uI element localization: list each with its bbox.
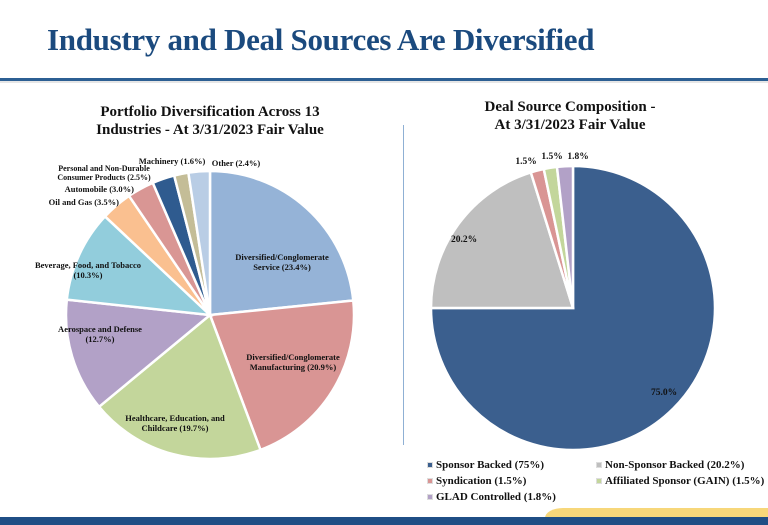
- page-title: Industry and Deal Sources Are Diversifie…: [47, 22, 595, 57]
- title-rule-shadow: [0, 81, 768, 83]
- pie-slice-glad-controlled: [555, 164, 575, 309]
- slice-label-service: Diversified/Conglomerate Service (23.4%): [235, 252, 329, 272]
- pie-slice-diversified-conglomerate-manufacturing: [208, 299, 356, 452]
- right-chart-title-line1: Deal Source Composition -: [484, 99, 656, 115]
- legend-swatch: [596, 478, 602, 484]
- left-chart-title-line2: Industries - At 3/31/2023 Fair Value: [96, 122, 324, 138]
- footer-gold-accent: [545, 508, 768, 518]
- legend-item-affiliated: Affiliated Sponsor (GAIN) (1.5%): [596, 475, 764, 487]
- slice-label-syndication: 1.5%: [515, 157, 537, 167]
- legend-swatch: [427, 478, 433, 484]
- slice-label-affiliated: 1.5%: [541, 152, 563, 162]
- pie-slice-aerospace-and-defense: [64, 298, 214, 409]
- slice-label-machinery: Machinery (1.6%): [138, 156, 206, 166]
- slice-label-oil-gas: Oil and Gas (3.5%): [48, 197, 119, 207]
- slice-label-glad: 1.8%: [567, 152, 589, 162]
- footer-bar: [0, 517, 768, 525]
- pie-slice-beverage-food-and-tobacco: [65, 214, 214, 317]
- legend-item-glad: GLAD Controlled (1.8%): [427, 491, 556, 503]
- chart-divider: [403, 125, 404, 445]
- pie-slice-non-sponsor-backed: [429, 170, 575, 310]
- slice-label-sponsor-backed: 75.0%: [650, 388, 678, 398]
- legend-item-syndication: Syndication (1.5%): [427, 475, 526, 487]
- slice-label-aerospace: Aerospace and Defense (12.7%): [58, 324, 142, 344]
- pie-slice-sponsor-backed: [429, 164, 717, 452]
- legend-swatch: [596, 462, 602, 468]
- slice-label-manufacturing: Diversified/Conglomerate Manufacturing (2…: [246, 352, 340, 372]
- slice-label-personal: Personal and Non-Durable Consumer Product…: [57, 164, 151, 182]
- right-chart-title: Deal Source Composition - At 3/31/2023 F…: [420, 98, 720, 134]
- legend-item-non-sponsor: Non-Sponsor Backed (20.2%): [596, 459, 744, 471]
- left-chart-title-line1: Portfolio Diversification Across 13: [100, 104, 320, 120]
- title-rule: [0, 78, 768, 81]
- right-chart-title-line2: At 3/31/2023 Fair Value: [494, 117, 646, 133]
- pie-slice-diversified-conglomerate-service: [208, 169, 355, 317]
- slice-label-other: Other (2.4%): [211, 158, 261, 168]
- slice-label-healthcare: Healthcare, Education, and Childcare (19.…: [125, 413, 225, 433]
- pie-slice-healthcare-education-and-childcare: [97, 312, 263, 461]
- legend-swatch: [427, 494, 433, 500]
- slice-label-beverage: Beverage, Food, and Tobacco (10.3%): [34, 260, 142, 280]
- legend-item-sponsor-backed: Sponsor Backed (75%): [427, 459, 544, 471]
- left-chart-title: Portfolio Diversification Across 13 Indu…: [60, 103, 360, 139]
- pie-slice-other: [186, 169, 212, 316]
- legend-swatch: [427, 462, 433, 468]
- slice-label-non-sponsor: 20.2%: [450, 235, 478, 245]
- slice-label-automobile: Automobile (3.0%): [64, 184, 134, 194]
